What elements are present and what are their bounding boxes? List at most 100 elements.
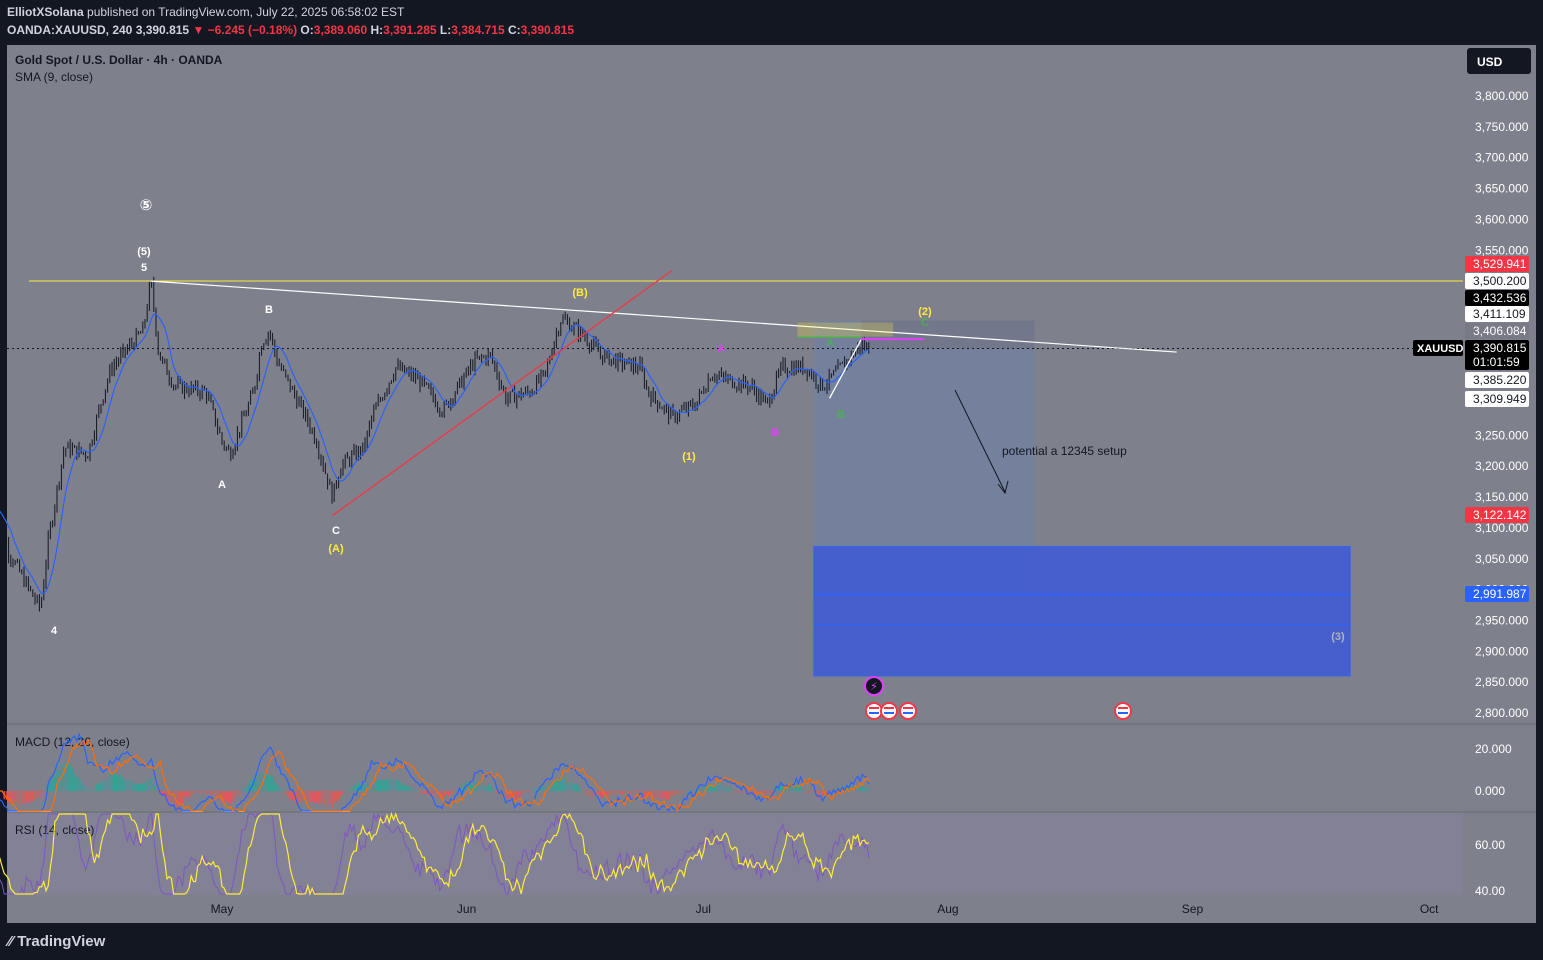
symbol-label xyxy=(1413,340,1463,356)
time-tick-label: Jun xyxy=(457,902,476,916)
price-change: −6.245 (−0.18%) xyxy=(207,23,298,37)
macd-histogram-bar xyxy=(630,791,632,795)
macd-histogram-bar xyxy=(680,791,683,793)
currency-button[interactable] xyxy=(1467,48,1531,74)
high-value: 3,391.285 xyxy=(383,23,437,37)
lightning-icon: ⚡ xyxy=(870,681,878,693)
time-axis[interactable] xyxy=(7,895,1536,923)
sma-legend[interactable]: SMA (9, close) xyxy=(15,70,93,84)
macd-histogram-bar xyxy=(291,791,294,801)
macd-histogram-bar xyxy=(509,791,511,798)
tradingview-logo[interactable]: ⁄⁄ TradingView xyxy=(8,933,105,950)
macd-histogram-bar xyxy=(799,785,802,791)
macd-histogram-bar xyxy=(394,780,397,791)
macd-histogram-bar xyxy=(430,791,432,795)
price-axis-label-text: 3,122.142 xyxy=(1473,508,1527,522)
macd-histogram-bar xyxy=(370,783,373,791)
target-zone xyxy=(813,545,1351,677)
macd-histogram-bar xyxy=(661,791,663,800)
price-tick-label: 2,800.000 xyxy=(1475,706,1529,720)
macd-histogram-bar xyxy=(423,791,426,795)
macd-histogram-bar xyxy=(612,791,615,794)
rsi-ma-line xyxy=(0,812,870,896)
macd-axis[interactable] xyxy=(1463,725,1536,811)
macd-histogram-bar xyxy=(793,786,795,791)
macd-histogram-bar xyxy=(852,785,855,791)
macd-histogram-bar xyxy=(775,788,778,791)
flag-stripe xyxy=(884,712,894,714)
macd-histogram-bar xyxy=(135,784,137,791)
price-axis-label-text: 3,500.200 xyxy=(1473,274,1527,288)
macd-histogram-bar xyxy=(597,791,599,796)
macd-histogram-bar xyxy=(5,791,8,800)
macd-histogram-bar xyxy=(601,791,604,799)
macd-histogram-bar xyxy=(350,787,353,791)
lightning-event-icon xyxy=(864,676,884,696)
macd-legend[interactable]: MACD (12, 26, close) xyxy=(15,735,130,749)
macd-histogram-bar xyxy=(342,791,344,795)
macd-histogram-bar xyxy=(102,779,104,791)
macd-histogram-bar xyxy=(313,791,316,804)
macd-histogram-bar xyxy=(150,777,153,791)
macd-histogram-bar xyxy=(311,791,313,802)
macd-histogram-bar xyxy=(265,773,267,791)
macd-pane[interactable] xyxy=(7,725,1463,811)
macd-histogram-bar xyxy=(687,789,690,791)
macd-histogram-bar xyxy=(97,783,100,791)
macd-histogram-bar xyxy=(753,791,756,794)
top-bar: ElliotXSolana published on TradingView.c… xyxy=(0,0,1543,44)
macd-histogram-bar xyxy=(216,791,219,800)
price-axis-label-text: 3,406.084 xyxy=(1473,324,1527,338)
author-name[interactable]: ElliotXSolana xyxy=(7,5,84,19)
macd-histogram-bar xyxy=(300,791,302,801)
macd-histogram-bar xyxy=(146,782,148,791)
wave-label: (B) xyxy=(572,287,588,299)
flag-stripe xyxy=(884,707,894,709)
macd-histogram-bar xyxy=(779,786,782,791)
macd-histogram-bar xyxy=(804,790,806,791)
us-flag-event-icon xyxy=(899,702,917,720)
wave-label: C xyxy=(921,317,929,329)
macd-histogram-bar xyxy=(361,782,364,791)
macd-histogram-bar xyxy=(520,791,522,797)
macd-histogram-bar xyxy=(16,791,19,804)
price-axis-label xyxy=(1465,391,1529,407)
currency-label[interactable]: USD xyxy=(1477,55,1503,69)
macd-histogram-bar xyxy=(27,791,30,803)
macd-histogram-bar xyxy=(20,791,23,804)
macd-histogram-bar xyxy=(595,791,597,794)
rsi-tick-label: 40.00 xyxy=(1475,884,1505,898)
symbol-interval[interactable]: OANDA:XAUUSD, 240 xyxy=(7,23,133,37)
macd-histogram-bar xyxy=(414,790,417,791)
rsi-pane[interactable] xyxy=(7,813,1463,895)
macd-histogram-bar xyxy=(652,791,654,798)
macd-histogram-bar xyxy=(452,791,454,795)
macd-histogram-bar xyxy=(478,782,481,791)
macd-histogram-bar xyxy=(821,791,824,796)
macd-histogram-bar xyxy=(489,786,492,791)
macd-histogram-bar xyxy=(643,791,646,797)
wave-label: (5) xyxy=(137,246,151,258)
macd-histogram-bar xyxy=(207,791,210,792)
macd-histogram-bar xyxy=(573,783,575,791)
macd-histogram-bar xyxy=(379,781,382,791)
macd-histogram-bar xyxy=(810,791,813,793)
macd-histogram-bar xyxy=(203,791,206,793)
macd-histogram-bar xyxy=(212,791,214,795)
macd-histogram-bar xyxy=(826,791,828,796)
rsi-axis[interactable] xyxy=(1463,813,1536,895)
macd-histogram-bar xyxy=(654,791,657,800)
macd-histogram-bar xyxy=(443,791,445,797)
macd-histogram-bar xyxy=(405,785,408,791)
macd-histogram-bar xyxy=(69,765,71,791)
time-tick-label: Oct xyxy=(1420,902,1439,916)
macd-histogram-bar xyxy=(260,772,263,791)
macd-histogram-bar xyxy=(23,791,25,805)
macd-histogram-bar xyxy=(614,791,617,795)
macd-histogram-bar xyxy=(18,791,21,806)
fib-zone xyxy=(797,322,894,337)
macd-histogram-bar xyxy=(762,791,764,793)
macd-histogram-bar xyxy=(232,791,234,802)
macd-histogram-bar xyxy=(306,791,309,802)
